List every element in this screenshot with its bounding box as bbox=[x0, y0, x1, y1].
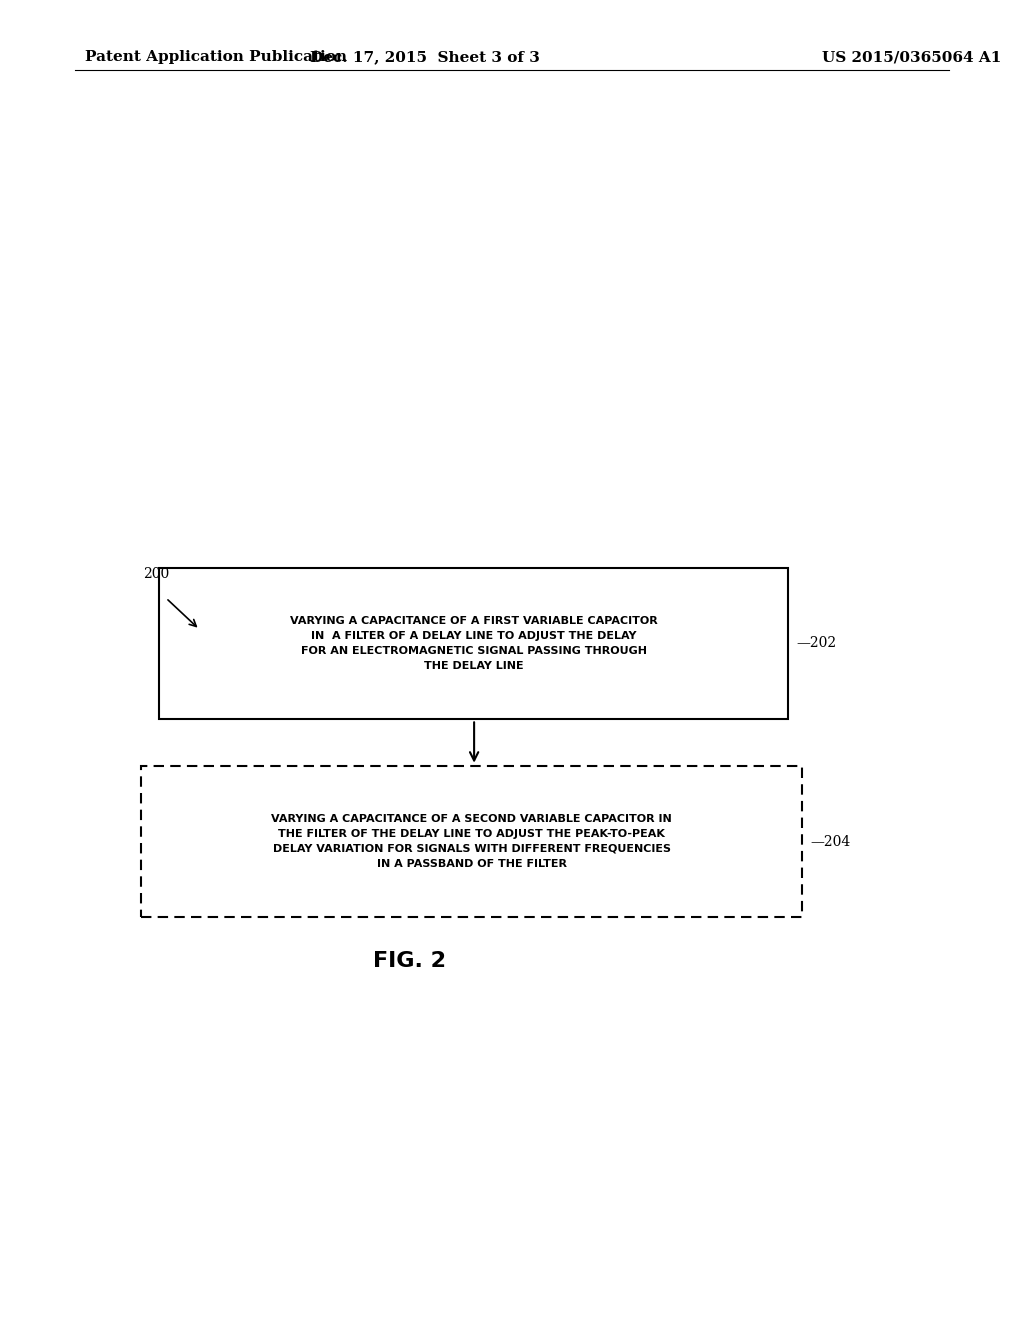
Bar bbox=[141, 766, 802, 917]
Bar bbox=[159, 568, 788, 719]
Text: US 2015/0365064 A1: US 2015/0365064 A1 bbox=[821, 50, 1001, 65]
Text: VARYING A CAPACITANCE OF A FIRST VARIABLE CAPACITOR
IN  A FILTER OF A DELAY LINE: VARYING A CAPACITANCE OF A FIRST VARIABL… bbox=[290, 616, 657, 671]
Text: 200: 200 bbox=[143, 566, 170, 581]
Text: —202: —202 bbox=[797, 636, 837, 651]
Text: FIG. 2: FIG. 2 bbox=[373, 950, 446, 972]
Text: Patent Application Publication: Patent Application Publication bbox=[85, 50, 347, 65]
Text: —204: —204 bbox=[810, 834, 850, 849]
Text: VARYING A CAPACITANCE OF A SECOND VARIABLE CAPACITOR IN
THE FILTER OF THE DELAY : VARYING A CAPACITANCE OF A SECOND VARIAB… bbox=[271, 814, 672, 869]
Text: Dec. 17, 2015  Sheet 3 of 3: Dec. 17, 2015 Sheet 3 of 3 bbox=[310, 50, 540, 65]
